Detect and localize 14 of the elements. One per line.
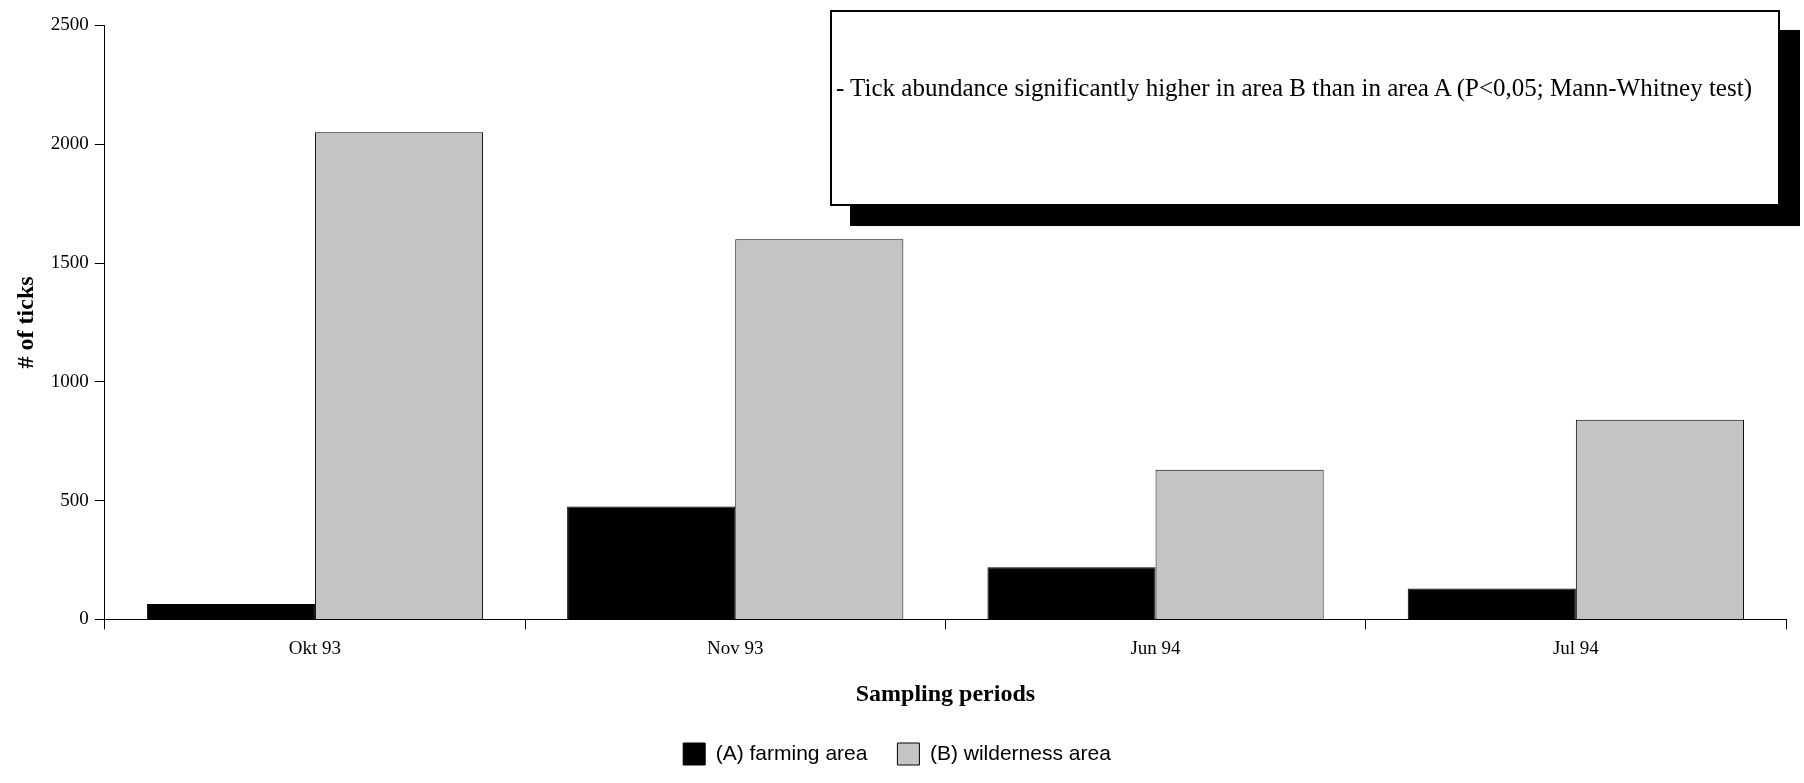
y-axis-title: # of ticks xyxy=(11,276,38,369)
x-tick-label: Jun 94 xyxy=(1130,636,1182,658)
x-tick-label: Okt 93 xyxy=(288,636,342,658)
y-tick-label: 500 xyxy=(60,488,89,510)
y-tick-label: 2500 xyxy=(50,13,89,35)
x-axis-title: Sampling periods xyxy=(855,679,1036,706)
legend-label: (B) wilderness area xyxy=(929,740,1112,764)
y-tick-label: 0 xyxy=(79,607,89,629)
y-tick-label: 1000 xyxy=(50,369,89,391)
x-tick-label: Jul 94 xyxy=(1552,636,1600,658)
legend-label: (A) farming area xyxy=(715,740,868,764)
y-tick-label: 2000 xyxy=(50,132,89,154)
x-tick-label: Nov 93 xyxy=(707,636,764,658)
y-tick-label: 1500 xyxy=(50,250,89,272)
